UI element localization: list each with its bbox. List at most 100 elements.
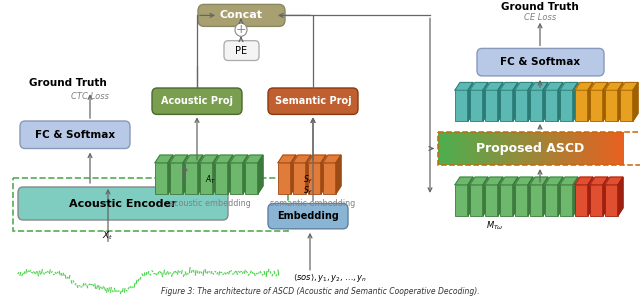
Bar <box>491 132 493 165</box>
Bar <box>13 178 288 231</box>
Bar <box>470 132 472 165</box>
Polygon shape <box>575 83 593 90</box>
Bar <box>605 132 606 165</box>
Polygon shape <box>513 83 518 121</box>
Polygon shape <box>483 177 488 216</box>
Text: $X_t$: $X_t$ <box>102 229 114 242</box>
Bar <box>576 132 578 165</box>
Bar <box>523 132 525 165</box>
Bar <box>485 90 498 121</box>
Bar <box>560 185 573 216</box>
Bar <box>520 132 521 165</box>
Bar <box>447 132 449 165</box>
Bar <box>475 132 477 165</box>
Text: Ground Truth: Ground Truth <box>29 78 107 88</box>
Polygon shape <box>483 83 488 121</box>
Bar <box>543 132 545 165</box>
Bar <box>534 132 536 165</box>
FancyBboxPatch shape <box>224 41 259 61</box>
Polygon shape <box>605 177 623 185</box>
Polygon shape <box>545 83 563 90</box>
Bar <box>597 132 599 165</box>
Polygon shape <box>485 177 503 185</box>
Bar <box>485 185 498 216</box>
Polygon shape <box>515 83 533 90</box>
Bar <box>545 185 558 216</box>
Bar <box>569 132 570 165</box>
Bar <box>531 132 532 165</box>
Bar <box>477 132 479 165</box>
Bar <box>529 132 531 165</box>
Bar <box>577 132 579 165</box>
Polygon shape <box>470 83 488 90</box>
Polygon shape <box>605 83 623 90</box>
Bar <box>515 185 528 216</box>
Polygon shape <box>323 155 341 163</box>
Polygon shape <box>498 83 503 121</box>
Bar <box>463 132 465 165</box>
Bar <box>517 132 518 165</box>
Bar <box>440 132 442 165</box>
Bar <box>590 185 603 216</box>
Bar <box>590 90 603 121</box>
Polygon shape <box>308 155 326 163</box>
Bar <box>488 132 490 165</box>
Bar <box>522 132 524 165</box>
Polygon shape <box>470 177 488 185</box>
Bar <box>479 132 481 165</box>
Polygon shape <box>170 155 188 163</box>
Polygon shape <box>590 177 608 185</box>
Bar <box>465 132 467 165</box>
Text: Embedding: Embedding <box>277 211 339 221</box>
Bar <box>545 132 547 165</box>
Text: $S_Y$: $S_Y$ <box>303 173 314 186</box>
Bar <box>245 163 258 194</box>
Text: Acoustic Proj: Acoustic Proj <box>161 96 233 106</box>
Bar <box>580 132 582 165</box>
Bar <box>612 132 614 165</box>
Text: CTC Loss: CTC Loss <box>71 92 109 101</box>
Bar <box>492 132 494 165</box>
Polygon shape <box>258 155 263 194</box>
Bar <box>452 132 453 165</box>
FancyBboxPatch shape <box>268 203 348 229</box>
Bar <box>538 132 540 165</box>
Bar <box>622 132 623 165</box>
Text: Concat: Concat <box>220 10 263 20</box>
Polygon shape <box>306 155 311 194</box>
Bar <box>609 132 611 165</box>
Circle shape <box>235 23 247 36</box>
Bar <box>530 185 543 216</box>
Bar <box>596 132 598 165</box>
Polygon shape <box>528 83 533 121</box>
Bar <box>472 132 474 165</box>
Bar <box>620 90 633 121</box>
Bar <box>581 132 583 165</box>
Bar <box>530 90 543 121</box>
Bar <box>601 132 602 165</box>
Bar <box>513 132 515 165</box>
Text: +: + <box>236 23 246 36</box>
Bar <box>497 132 499 165</box>
Bar <box>549 132 551 165</box>
Polygon shape <box>245 155 263 163</box>
Bar <box>512 132 514 165</box>
Bar <box>572 132 574 165</box>
Polygon shape <box>543 83 548 121</box>
Bar <box>170 163 183 194</box>
Bar <box>460 132 462 165</box>
Bar <box>604 132 605 165</box>
Bar <box>563 132 564 165</box>
Polygon shape <box>291 155 296 194</box>
Bar <box>448 132 450 165</box>
Bar <box>533 132 534 165</box>
Polygon shape <box>618 83 623 121</box>
Bar <box>458 132 460 165</box>
Bar <box>215 163 228 194</box>
Bar <box>607 132 609 165</box>
Bar <box>585 132 586 165</box>
Bar <box>486 132 488 165</box>
Polygon shape <box>455 83 473 90</box>
Bar <box>502 132 504 165</box>
FancyBboxPatch shape <box>18 187 228 220</box>
